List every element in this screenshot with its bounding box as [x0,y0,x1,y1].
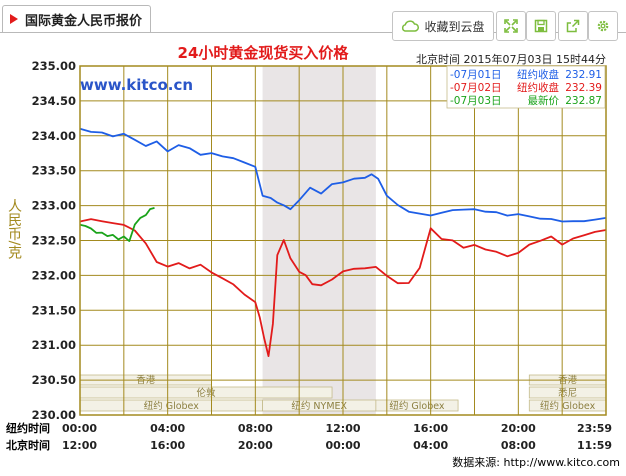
legend-value: 232.39 [565,82,602,94]
expand-button[interactable] [496,11,526,41]
tab-gold-rmb[interactable]: 国际黄金人民币报价 [2,5,152,32]
y-tick-label: 232.50 [32,234,76,248]
series-line [79,207,155,243]
settings-button[interactable] [588,11,618,41]
save-to-cloud-label: 收藏到云盘 [424,19,485,34]
data-source: 数据来源: http://www.kitco.com [452,455,620,469]
legend-value: 232.91 [565,69,602,81]
x-tick-ny: 20:00 [501,422,536,435]
x-tick-ny: 08:00 [238,422,273,435]
save-to-cloud-button[interactable]: 收藏到云盘 [392,11,494,41]
x-tick-bj: 12:00 [62,439,97,452]
chart-header-time: 北京时间 2015年07月03日 15时44分 [416,52,606,66]
floppy-disk-icon [534,19,548,33]
x-row2-label: 北京时间 [6,438,50,452]
legend-type: 纽约收盘 [517,68,559,81]
series-line [79,218,607,358]
session-label: 伦敦 [197,387,217,399]
series-line [79,127,607,223]
tab-bar: 国际黄金人民币报价 收藏到云盘 [0,0,626,42]
x-tick-bj: 11:59 [577,439,612,452]
y-axis-label: 人民币/克 [6,199,22,261]
share-icon [566,19,580,33]
save-button[interactable] [526,11,556,41]
x-tick-ny: 00:00 [62,422,97,435]
y-tick-label: 231.50 [32,303,76,317]
plot-frame [79,65,607,416]
y-tick-label: 232.00 [32,268,76,282]
y-tick-label: 230.50 [32,373,76,387]
x-tick-bj: 16:00 [150,439,185,452]
session-label: 悉尼 [558,387,577,399]
y-tick-label: 235.00 [32,59,76,73]
tab-divider [0,32,626,33]
x-tick-ny: 23:59 [577,422,612,435]
legend-date: -07月01日 [450,69,502,81]
legend-box [446,65,606,109]
chart-title: 24小时黄金现货买入价格 [178,44,350,62]
x-tick-bj: 08:00 [501,439,536,452]
x-tick-ny: 16:00 [413,422,448,435]
x-tick-bj: 20:00 [238,439,273,452]
legend-type: 最新价 [528,94,560,107]
x-tick-bj: 00:00 [325,439,360,452]
legend-date: -07月02日 [450,82,502,94]
x-row1-label: 纽约时间 [6,421,50,435]
session-label: 纽约 Globex [540,400,596,412]
arrow-right-icon [10,14,18,24]
session-label: 纽约 Globex [389,400,445,412]
kitco-watermark: www.kitco.cn [80,76,193,94]
legend-type: 纽约收盘 [517,81,559,94]
y-tick-label: 234.50 [32,94,76,108]
x-tick-bj: 04:00 [413,439,448,452]
y-tick-label: 233.00 [32,199,76,213]
x-tick-ny: 12:00 [325,422,360,435]
expand-icon [504,19,518,33]
tab-title: 国际黄金人民币报价 [25,13,143,29]
session-label: 纽约 NYMEX [291,400,347,412]
session-label: 纽约 Globex [144,400,200,412]
y-tick-label: 231.00 [32,338,76,352]
session-bar [375,399,459,412]
legend-date: -07月03日 [450,95,502,107]
y-tick-label: 234.00 [32,129,76,143]
legend-value: 232.87 [565,95,602,107]
y-tick-label: 233.50 [32,164,76,178]
gear-icon [597,20,609,32]
share-button[interactable] [558,11,588,41]
y-tick-label: 230.00 [32,408,76,422]
x-tick-ny: 04:00 [150,422,185,435]
cloud-icon [402,20,420,32]
